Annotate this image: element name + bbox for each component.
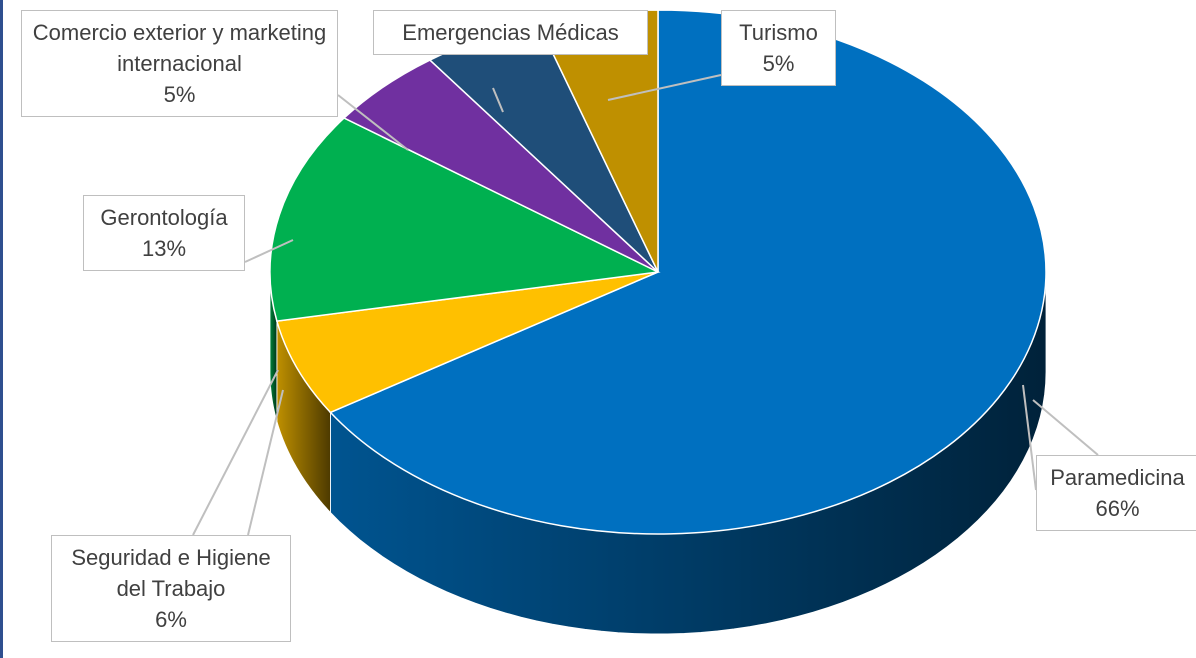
leader-line bbox=[1032, 399, 1099, 456]
leader-line bbox=[607, 74, 722, 101]
category-name: Comercio exterior y marketing internacio… bbox=[32, 20, 327, 76]
leader-line bbox=[337, 94, 409, 151]
value-label: 5% bbox=[163, 82, 196, 107]
leader-line bbox=[492, 87, 504, 113]
data-label: Paramedicina 66% bbox=[1036, 455, 1196, 531]
data-label: Turismo 5% bbox=[721, 10, 836, 86]
category-name: Paramedicina bbox=[1050, 465, 1185, 490]
leader-line bbox=[247, 389, 284, 536]
pie-canvas bbox=[192, 9, 1099, 635]
category-name: Gerontología bbox=[100, 205, 228, 230]
slice bbox=[269, 117, 661, 322]
data-label: Seguridad e Higiene del Trabajo 6% bbox=[51, 535, 291, 642]
value-label: 5% bbox=[762, 51, 795, 76]
category-name: Emergencias Médicas bbox=[402, 20, 619, 45]
data-label: Comercio exterior y marketing internacio… bbox=[21, 10, 338, 117]
value-label: 66% bbox=[1095, 496, 1140, 521]
leader-line bbox=[244, 239, 294, 263]
value-label: 13% bbox=[141, 236, 187, 261]
slice bbox=[329, 9, 1047, 535]
data-label: Gerontología 13% bbox=[83, 195, 245, 271]
leader-line bbox=[192, 369, 279, 536]
slice bbox=[275, 271, 659, 414]
value-label: 6% bbox=[155, 607, 187, 632]
category-name: Seguridad e Higiene del Trabajo bbox=[71, 545, 271, 601]
leader-line bbox=[1022, 384, 1037, 491]
category-name: Turismo bbox=[739, 20, 818, 45]
data-label: Emergencias Médicas bbox=[373, 10, 648, 55]
